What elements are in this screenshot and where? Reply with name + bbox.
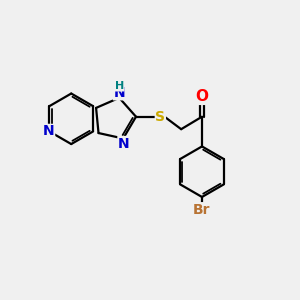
Text: N: N [43,124,55,138]
Text: N: N [118,136,130,151]
Text: O: O [196,89,208,104]
Text: Br: Br [193,203,211,217]
Text: S: S [155,110,165,124]
Text: N: N [113,86,125,100]
Text: H: H [115,81,124,91]
